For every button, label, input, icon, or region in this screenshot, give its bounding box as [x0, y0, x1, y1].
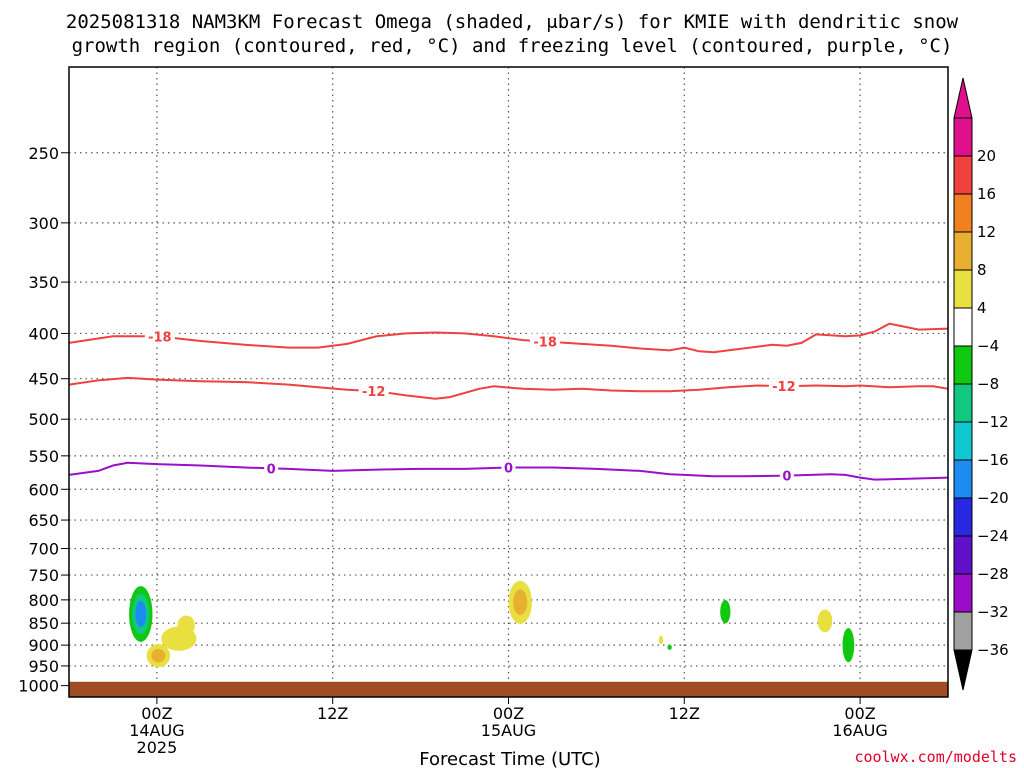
colorbar-bin-1	[953, 573, 973, 613]
colorbar-tick-label-5: −16	[977, 451, 1009, 469]
omega-feature-3-layer-0	[177, 615, 195, 636]
colorbar-bin-8	[953, 307, 973, 347]
x-tick-label-48-1: 16AUG	[832, 721, 887, 740]
x-tick-label-48-0: 00Z	[844, 704, 875, 723]
colorbar-bin-6	[953, 383, 973, 423]
x-tick-label-0-0: 00Z	[141, 704, 172, 723]
chart-title-line-1: 2025081318 NAM3KM Forecast Omega (shaded…	[66, 11, 959, 33]
colorbar-over-triangle	[953, 77, 973, 119]
colorbar-tick-label-2: −28	[977, 565, 1009, 583]
omega-feature-5-layer-0	[658, 635, 664, 645]
y-tick-label-450: 450	[28, 370, 59, 389]
contour-label-0-1: 0	[504, 462, 513, 477]
omega-feature-8-layer-0	[817, 609, 833, 633]
ground-layer	[69, 681, 948, 697]
y-tick-label-950: 950	[28, 657, 59, 676]
colorbar-tick-label-8: −4	[977, 337, 999, 355]
contour-label--12-1: -12	[772, 380, 796, 395]
contour-label-0-0: 0	[267, 462, 276, 477]
colorbar-bin-9	[953, 269, 973, 309]
contour-label--18-1: -18	[533, 336, 557, 351]
omega-feature-9-layer-0	[842, 628, 855, 663]
y-axis: 250 300 350 400 450 500 550 600 650 700 750 800 850 9…	[18, 144, 69, 696]
colorbar-tick-label-0: −36	[977, 641, 1009, 659]
y-tick-label-650: 650	[28, 511, 59, 530]
y-tick-label-400: 400	[28, 324, 59, 343]
colorbar-tick-label-10: 8	[977, 261, 987, 279]
colorbar-bin-11	[953, 193, 973, 233]
y-tick-label-800: 800	[28, 591, 59, 610]
y-tick-label-750: 750	[28, 566, 59, 585]
contour-label-bg--12-1	[768, 378, 799, 395]
colorbar-bin-12	[953, 155, 973, 195]
y-tick-label-550: 550	[28, 447, 59, 466]
y-tick-label-1000: 1000	[18, 677, 59, 696]
contour-label-bg--12-0	[358, 383, 389, 400]
contour-label-bg--18-0	[144, 328, 175, 345]
contour-label--18-0: -18	[148, 331, 172, 346]
contour-line--12	[68, 376, 949, 400]
y-tick-label-600: 600	[28, 480, 59, 499]
omega-colorbar: −36 −32 −28 −24 −20 −16 −12 −8 −4 4 8 12 16 20	[953, 77, 1009, 691]
ground-fill	[69, 681, 948, 697]
omega-feature-7-layer-0	[720, 600, 731, 624]
contour-line--18	[68, 322, 949, 354]
omega-feature-0-layer-2	[135, 601, 147, 628]
omega-feature-6-layer-0	[667, 644, 672, 650]
contour-label-bg-0-0	[264, 460, 279, 477]
y-tick-label-500: 500	[28, 410, 59, 429]
colorbar-tick-label-13: 20	[977, 147, 996, 165]
x-tick-label-36-0: 12Z	[669, 704, 700, 723]
colorbar-bin-2	[953, 535, 973, 575]
y-tick-label-350: 350	[28, 273, 59, 292]
colorbar-bin-3	[953, 497, 973, 537]
contour-label-bg-0-2	[779, 467, 794, 484]
y-tick-label-850: 850	[28, 614, 59, 633]
omega-feature-1-layer-1	[151, 648, 166, 663]
y-tick-label-250: 250	[28, 144, 59, 163]
x-tick-label-12-0: 12Z	[317, 704, 348, 723]
chart-title-line-2: growth region (contoured, red, °C) and f…	[72, 35, 953, 57]
gridlines	[69, 67, 948, 697]
y-tick-label-300: 300	[28, 214, 59, 233]
colorbar-bin-10	[953, 231, 973, 271]
y-tick-label-700: 700	[28, 540, 59, 559]
colorbar-tick-label-11: 12	[977, 223, 996, 241]
omega-feature-4-layer-1	[513, 589, 528, 616]
colorbar-bin-4	[953, 459, 973, 499]
colorbar-under-triangle	[953, 649, 973, 691]
colorbar-bin-13	[953, 117, 973, 157]
colorbar-tick-label-1: −32	[977, 603, 1009, 621]
colorbar-tick-label-6: −12	[977, 413, 1009, 431]
x-tick-label-24-1: 15AUG	[481, 721, 536, 740]
colorbar-tick-label-12: 16	[977, 185, 996, 203]
x-axis-label: Forecast Time (UTC)	[419, 749, 600, 768]
y-tick-label-900: 900	[28, 636, 59, 655]
x-tick-label-0-2: 2025	[137, 738, 178, 757]
contour-line-0	[68, 461, 949, 481]
colorbar-tick-label-4: −20	[977, 489, 1009, 507]
contour-label-0-2: 0	[782, 470, 791, 485]
colorbar-tick-label-9: 4	[977, 299, 987, 317]
colorbar-bin-7	[953, 345, 973, 385]
contour-label--12-0: -12	[362, 385, 386, 400]
colorbar-bin-0	[953, 611, 973, 651]
credit-link[interactable]: coolwx.com/modelts	[854, 748, 1017, 766]
contour-label-bg--18-1	[530, 333, 561, 350]
omega-shading	[129, 580, 855, 668]
plot-area: -18 -18 -12 -12 0 0 0	[68, 66, 949, 698]
contour-label-bg-0-1	[501, 459, 516, 476]
colorbar-tick-label-3: −24	[977, 527, 1009, 545]
temperature-contours: -18 -18 -12 -12 0 0 0	[68, 322, 949, 485]
colorbar-bin-5	[953, 421, 973, 461]
x-tick-label-0-1: 14AUG	[129, 721, 184, 740]
x-tick-label-24-0: 00Z	[493, 704, 524, 723]
colorbar-tick-label-7: −8	[977, 375, 999, 393]
